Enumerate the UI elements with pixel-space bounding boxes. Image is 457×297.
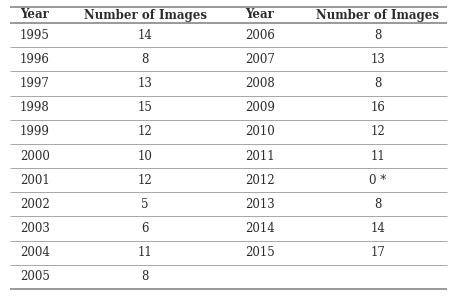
Text: 15: 15 [138, 101, 153, 114]
Text: Year: Year [20, 9, 49, 21]
Text: 2009: 2009 [245, 101, 275, 114]
Text: 10: 10 [138, 149, 153, 162]
Text: 11: 11 [138, 246, 152, 259]
Text: 17: 17 [371, 246, 385, 259]
Text: 1997: 1997 [20, 77, 50, 90]
Text: 2002: 2002 [20, 198, 50, 211]
Text: 2005: 2005 [20, 270, 50, 283]
Text: 8: 8 [374, 198, 382, 211]
Text: 2015: 2015 [245, 246, 275, 259]
Text: 1996: 1996 [20, 53, 50, 66]
Text: 11: 11 [371, 149, 385, 162]
Text: 2003: 2003 [20, 222, 50, 235]
Text: 8: 8 [141, 53, 149, 66]
Text: 14: 14 [371, 222, 385, 235]
Text: 2013: 2013 [245, 198, 275, 211]
Text: Year: Year [245, 9, 274, 21]
Text: 5: 5 [141, 198, 149, 211]
Text: 2011: 2011 [245, 149, 275, 162]
Text: 2010: 2010 [245, 125, 275, 138]
Text: 8: 8 [374, 29, 382, 42]
Text: 2014: 2014 [245, 222, 275, 235]
Text: 2007: 2007 [245, 53, 275, 66]
Text: 13: 13 [138, 77, 153, 90]
Text: 6: 6 [141, 222, 149, 235]
Text: Number of Images: Number of Images [84, 9, 207, 21]
Text: 2008: 2008 [245, 77, 275, 90]
Text: 12: 12 [371, 125, 385, 138]
Text: 2001: 2001 [20, 174, 50, 187]
Text: 8: 8 [374, 77, 382, 90]
Text: 2004: 2004 [20, 246, 50, 259]
Text: 0 *: 0 * [369, 174, 387, 187]
Text: 12: 12 [138, 174, 152, 187]
Text: 2012: 2012 [245, 174, 275, 187]
Text: 12: 12 [138, 125, 152, 138]
Text: 8: 8 [141, 270, 149, 283]
Text: 1995: 1995 [20, 29, 50, 42]
Text: 2000: 2000 [20, 149, 50, 162]
Text: 1998: 1998 [20, 101, 50, 114]
Text: Number of Images: Number of Images [317, 9, 440, 21]
Text: 14: 14 [138, 29, 153, 42]
Text: 13: 13 [371, 53, 385, 66]
Text: 16: 16 [371, 101, 385, 114]
Text: 1999: 1999 [20, 125, 50, 138]
Text: 2006: 2006 [245, 29, 275, 42]
